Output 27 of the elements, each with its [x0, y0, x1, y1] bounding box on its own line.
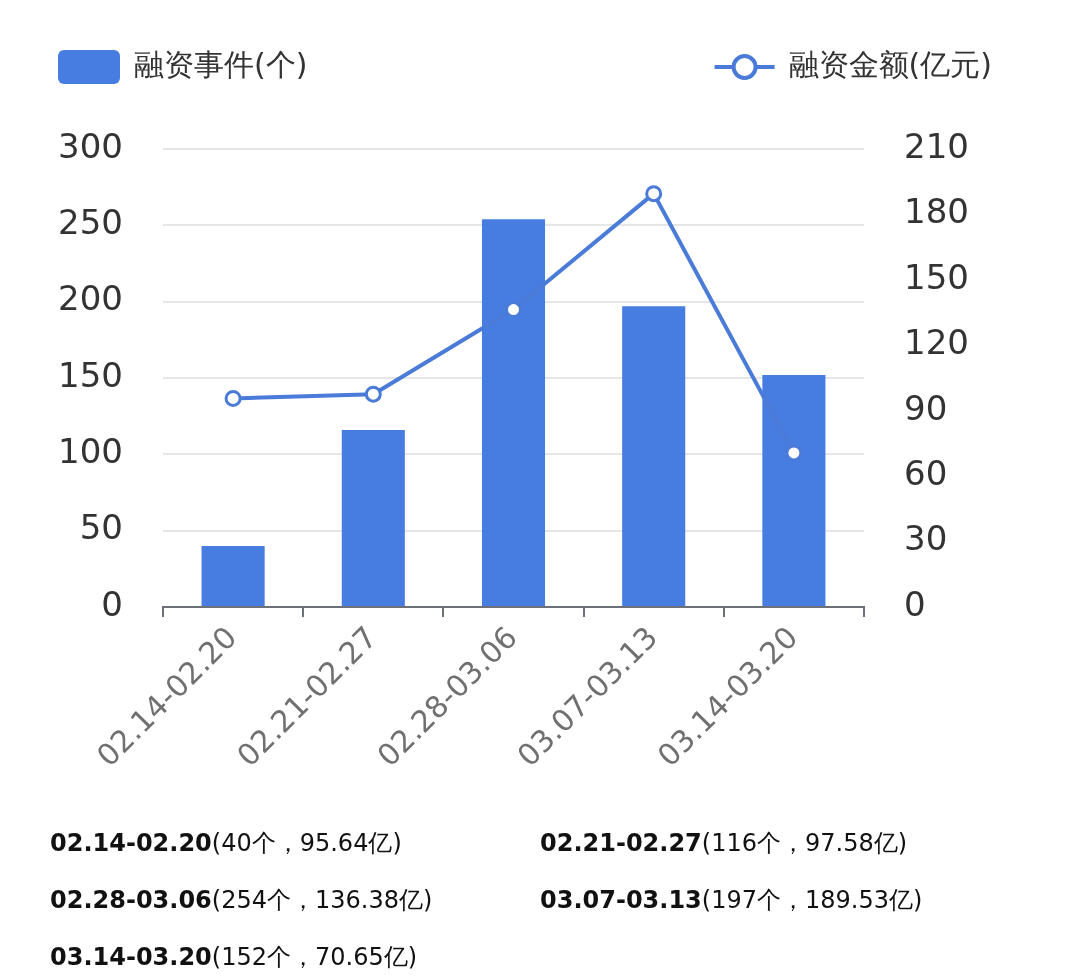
y-tick-label: 300: [58, 125, 123, 166]
text: (197个，189.53亿): [701, 886, 923, 914]
category-label: 02.14-02.20: [50, 829, 212, 857]
legend-label: 融资金额(亿元): [788, 46, 993, 82]
y2-tick-label: 90: [904, 387, 948, 428]
y-tick-label: 150: [58, 354, 123, 395]
category-label: 02.21-02.27: [540, 829, 702, 857]
y2-tick-label: 120: [904, 322, 969, 363]
text: (40个，95.64亿): [211, 829, 402, 857]
y-tick-label: 200: [58, 278, 123, 319]
y2-tick-label: 30: [904, 518, 948, 559]
y2-tick-label: 150: [904, 256, 969, 297]
text: (152个，70.65亿): [211, 943, 418, 971]
y-tick-label: 250: [58, 202, 123, 243]
y-tick-label: 0: [101, 583, 123, 624]
text: (254个，136.38亿): [211, 886, 433, 914]
category-label: 03.14-03.20: [50, 943, 212, 971]
y2-tick-label: 60: [904, 452, 948, 493]
y-tick-label: 50: [79, 507, 123, 548]
text: (116个，97.58亿): [701, 829, 908, 857]
y2-tick-label: 210: [904, 125, 969, 166]
legend-label: 融资事件(个): [134, 46, 308, 82]
category-label: 02.28-03.06: [50, 886, 212, 914]
category-label: 03.07-03.13: [540, 886, 702, 914]
y-tick-label: 100: [58, 431, 123, 472]
y2-tick-label: 0: [904, 583, 926, 624]
y2-tick-label: 180: [904, 191, 969, 232]
